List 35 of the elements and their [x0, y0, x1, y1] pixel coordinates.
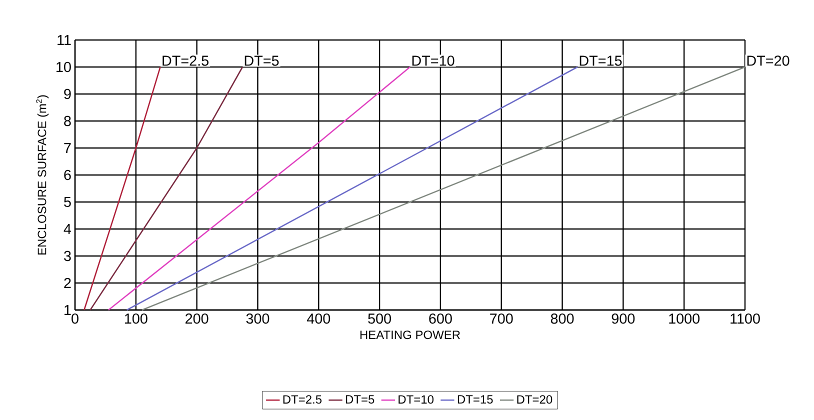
legend-label: DT=2.5: [283, 395, 322, 404]
x-axis-title: HEATING POWER: [360, 330, 460, 340]
x-tick-label: 1000: [669, 314, 700, 324]
legend-label: DT=15: [458, 395, 493, 404]
x-tick-label: 800: [550, 314, 574, 324]
x-tick-label: 400: [306, 314, 330, 324]
y-tick-label: 3: [64, 250, 71, 262]
annotation: DT=10: [412, 56, 454, 66]
y-tick-label: 6: [64, 170, 71, 180]
y-tick-label: 8: [64, 116, 71, 126]
y-tick-label: 7: [64, 143, 71, 153]
legend-label: DT=20: [517, 395, 552, 404]
x-tick-label: 500: [368, 314, 391, 324]
x-tick-label: 900: [612, 314, 635, 324]
y-tick-label: 4: [64, 224, 72, 234]
annotation: DT=20: [747, 56, 790, 66]
y-axis-title: ENCLOSURE SURFACE (m$^{2}$): [36, 95, 49, 254]
y-tick-label: 10: [56, 62, 71, 72]
x-tick-label: 700: [490, 314, 513, 324]
x-tick-label: 100: [125, 314, 148, 324]
annotation: DT=5: [244, 56, 279, 66]
annotation: DT=2.5: [162, 56, 208, 66]
y-tick-label: 5: [64, 196, 71, 208]
annotation: DT=15: [580, 56, 622, 66]
x-tick-label: 0: [72, 314, 78, 324]
y-tick-label: 11: [58, 35, 71, 45]
legend-label: DT=10: [398, 395, 434, 404]
y-tick-label: 1: [64, 305, 71, 315]
y-tick-label: 9: [64, 88, 71, 100]
x-tick-label: 1100: [730, 314, 760, 324]
y-tick-label: 2: [64, 278, 71, 288]
x-tick-label: 600: [429, 314, 452, 324]
x-tick-label: 200: [186, 314, 208, 324]
x-tick-label: 300: [246, 314, 270, 324]
legend-label: DT=5: [346, 395, 374, 404]
